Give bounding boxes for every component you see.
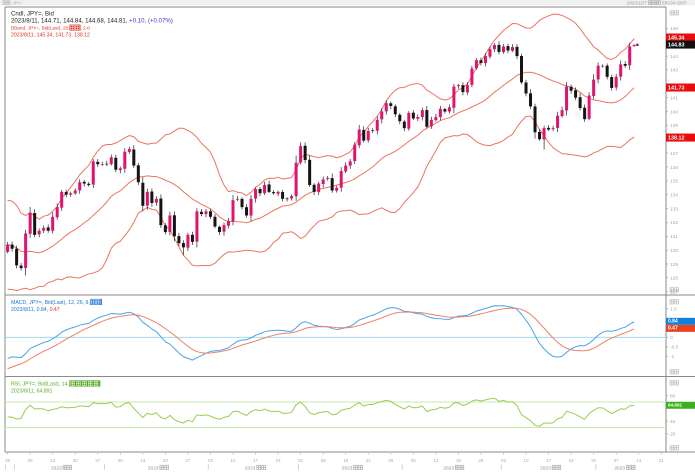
svg-text:2023: 2023	[614, 466, 625, 472]
svg-text:10: 10	[523, 458, 529, 463]
svg-text:1.5: 1.5	[670, 307, 677, 313]
svg-text:135: 135	[670, 179, 678, 185]
svg-text:26: 26	[478, 458, 484, 463]
svg-text:134: 134	[670, 193, 678, 199]
svg-text:132: 132	[670, 220, 678, 226]
svg-text:13: 13	[140, 458, 146, 463]
svg-text:20: 20	[163, 458, 169, 463]
svg-text:24: 24	[276, 458, 282, 463]
svg-text:145.34: 145.34	[668, 35, 685, 41]
svg-text:21: 21	[659, 458, 665, 463]
svg-text:19: 19	[456, 458, 462, 463]
svg-text:08: 08	[321, 458, 327, 463]
svg-text:31: 31	[591, 458, 597, 463]
svg-text:24: 24	[569, 458, 575, 463]
svg-text:0.47: 0.47	[668, 326, 678, 332]
svg-text:140: 140	[670, 109, 678, 115]
svg-text:29: 29	[388, 458, 394, 463]
svg-text:0.84: 0.84	[668, 319, 678, 325]
svg-text:03: 03	[501, 458, 507, 463]
svg-text:2023/8/11, 64.891: 2023/8/11, 64.891	[11, 389, 53, 395]
svg-text:27: 27	[95, 458, 101, 463]
svg-text:12: 12	[433, 458, 439, 463]
svg-text:, 2-0: , 2-0	[81, 26, 91, 31]
svg-text:17: 17	[253, 458, 259, 463]
svg-text:136: 136	[670, 165, 678, 171]
svg-text:01: 01	[298, 458, 304, 463]
svg-text:27: 27	[185, 458, 191, 463]
svg-text:15: 15	[343, 458, 349, 463]
svg-text:05: 05	[411, 458, 417, 463]
svg-text:130: 130	[670, 248, 678, 254]
svg-text:133: 133	[670, 206, 678, 212]
svg-text:2023: 2023	[443, 466, 454, 472]
svg-text:143: 143	[670, 68, 678, 74]
svg-text:127: 127	[670, 290, 678, 296]
svg-text:MACD, JPY=, Bid(Last), 12, 26,: MACD, JPY=, Bid(Last), 12, 26, 9,	[11, 300, 90, 306]
svg-text:64.891: 64.891	[668, 403, 682, 408]
svg-text:06: 06	[118, 458, 124, 463]
svg-text:JPY=: JPY=	[13, 0, 24, 5]
svg-text:80: 80	[670, 393, 676, 399]
svg-text:BBand, JPY=, Bid(Last), 20,: BBand, JPY=, Bid(Last), 20,	[11, 26, 70, 31]
svg-text:Cndl, JPY=, Bid: Cndl, JPY=, Bid	[11, 11, 54, 18]
svg-text:10: 10	[230, 458, 236, 463]
svg-text:2023: 2023	[540, 466, 551, 472]
svg-text:20: 20	[670, 432, 676, 438]
svg-text:20: 20	[73, 458, 79, 463]
svg-text:139: 139	[670, 123, 678, 129]
svg-text:30: 30	[5, 458, 11, 463]
svg-text:EIKON GMT: EIKON GMT	[662, 0, 687, 5]
svg-text:2023: 2023	[51, 466, 62, 472]
svg-text:131: 131	[670, 234, 678, 240]
svg-text:137: 137	[670, 151, 678, 157]
svg-text:2023/8/11, 144.71, 144.84, 144: 2023/8/11, 144.71, 144.84, 144.68, 144.8…	[11, 18, 173, 25]
svg-text:129: 129	[670, 262, 678, 268]
svg-text:-1: -1	[670, 354, 675, 360]
svg-text:06: 06	[28, 458, 34, 463]
svg-text:22: 22	[366, 458, 372, 463]
svg-text:2023/12/7: 2023/12/7	[627, 0, 647, 5]
svg-text:07: 07	[614, 458, 620, 463]
svg-text:138.12: 138.12	[668, 135, 685, 141]
svg-text:2023: 2023	[342, 466, 353, 472]
svg-text:13: 13	[50, 458, 56, 463]
svg-text:03: 03	[208, 458, 214, 463]
svg-text:128: 128	[670, 276, 678, 282]
svg-text:14: 14	[636, 458, 642, 463]
svg-text:-0.5: -0.5	[670, 345, 679, 351]
svg-text:0: 0	[670, 335, 673, 341]
svg-text:146: 146	[670, 26, 678, 32]
svg-text:144.83: 144.83	[668, 42, 685, 48]
svg-text:2023: 2023	[148, 466, 159, 472]
svg-text:2023/8/11, 145.34, 141.73, 138: 2023/8/11, 145.34, 141.73, 138.12	[11, 33, 90, 39]
svg-text:141: 141	[670, 96, 678, 102]
svg-text:RSI, JPY=, Bid(Last), 14,: RSI, JPY=, Bid(Last), 14,	[11, 382, 69, 388]
svg-text:144: 144	[670, 54, 678, 60]
svg-text:17: 17	[546, 458, 552, 463]
svg-text:2023/8/11, 0.84, 0.47: 2023/8/11, 0.84, 0.47	[11, 307, 60, 313]
svg-text:40: 40	[670, 419, 676, 425]
svg-text:2023: 2023	[245, 466, 256, 472]
svg-text:141.73: 141.73	[668, 85, 685, 91]
